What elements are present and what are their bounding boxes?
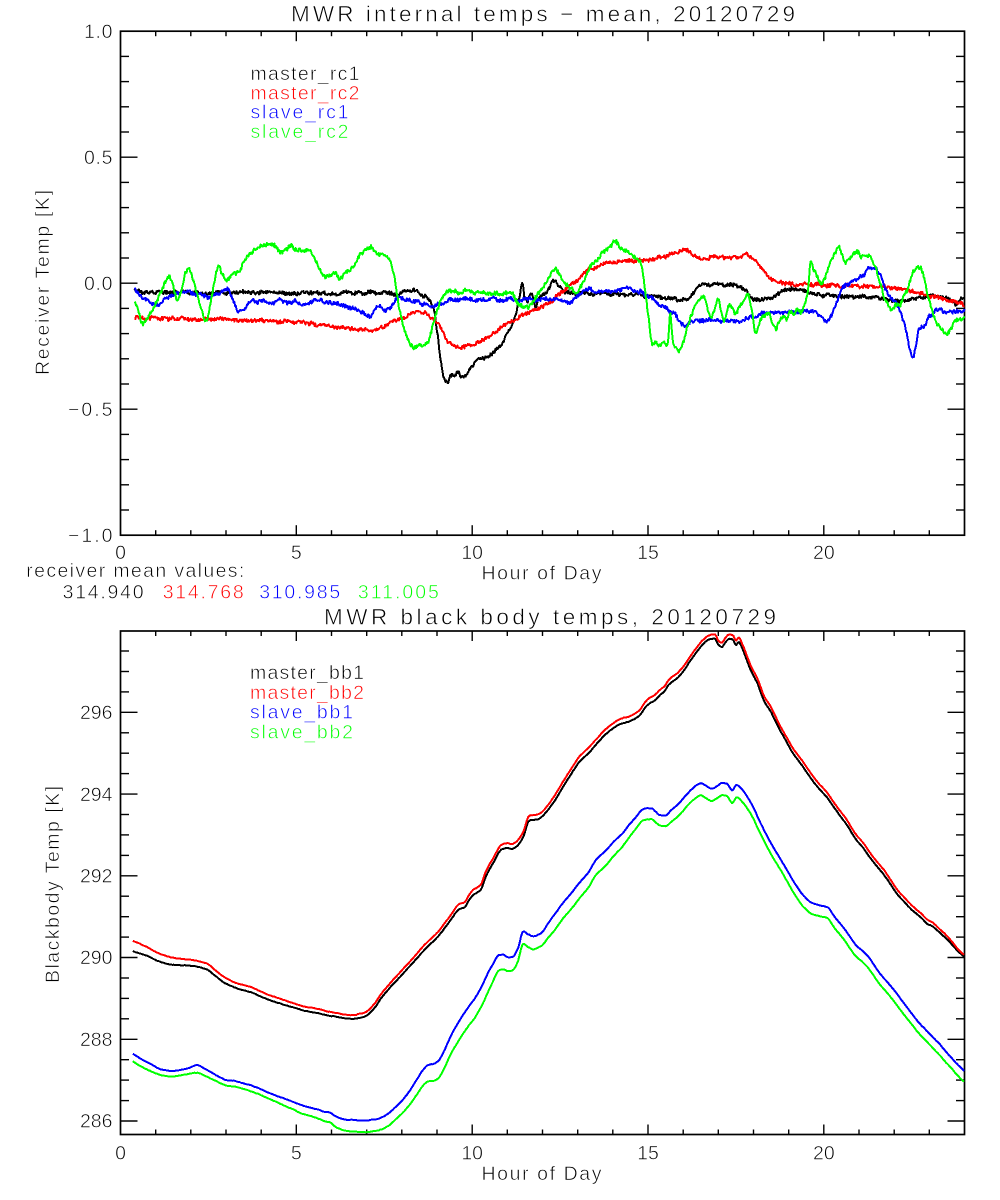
svg-text:Blackbody Temp [K]: Blackbody Temp [K] (42, 786, 64, 983)
svg-text:0.5: 0.5 (84, 147, 113, 169)
svg-text:20: 20 (813, 1143, 835, 1165)
svg-text:slave_rc2: slave_rc2 (251, 121, 349, 143)
svg-text:20: 20 (813, 542, 835, 564)
svg-text:5: 5 (291, 1143, 302, 1165)
svg-text:310.985: 310.985 (259, 582, 340, 604)
svg-text:314.768: 314.768 (163, 582, 244, 604)
svg-text:receiver mean values:: receiver mean values: (26, 560, 244, 582)
svg-text:0: 0 (115, 1143, 126, 1165)
svg-text:10: 10 (461, 542, 483, 564)
svg-text:311.005: 311.005 (358, 582, 439, 604)
svg-text:master_rc1: master_rc1 (251, 63, 360, 85)
svg-text:294: 294 (80, 784, 113, 806)
svg-text:Hour of Day: Hour of Day (482, 563, 602, 585)
svg-text:10: 10 (461, 1143, 483, 1165)
svg-text:master_bb1: master_bb1 (250, 662, 364, 684)
svg-text:Receiver Temp [K]: Receiver Temp [K] (32, 190, 54, 375)
svg-text:0.0: 0.0 (84, 273, 113, 295)
svg-text:master_rc2: master_rc2 (251, 82, 360, 104)
svg-text:slave_bb1: slave_bb1 (250, 702, 353, 724)
svg-text:MWR internal temps − mean, 201: MWR internal temps − mean, 20120729 (291, 2, 795, 27)
svg-text:292: 292 (80, 866, 113, 888)
svg-text:296: 296 (80, 702, 113, 724)
svg-text:290: 290 (80, 947, 113, 969)
svg-text:15: 15 (637, 542, 659, 564)
svg-text:master_bb2: master_bb2 (250, 682, 364, 704)
svg-text:314.940: 314.940 (63, 582, 144, 604)
svg-text:slave_rc1: slave_rc1 (251, 102, 349, 124)
svg-text:slave_bb2: slave_bb2 (250, 721, 353, 743)
svg-text:5: 5 (291, 542, 302, 564)
svg-text:288: 288 (80, 1029, 113, 1051)
svg-text:15: 15 (637, 1143, 659, 1165)
svg-text:−1.0: −1.0 (68, 525, 113, 547)
svg-text:286: 286 (80, 1111, 113, 1133)
svg-text:Hour of Day: Hour of Day (482, 1163, 602, 1185)
svg-text:1.0: 1.0 (84, 21, 113, 43)
svg-text:0: 0 (115, 542, 126, 564)
svg-text:−0.5: −0.5 (68, 399, 113, 421)
